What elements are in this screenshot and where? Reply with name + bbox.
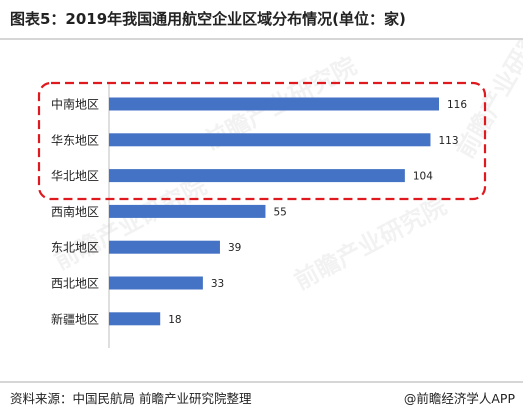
data-label: 116 [447,99,467,111]
category-label: 中南地区 [51,97,99,112]
bar [109,240,220,254]
bar [109,276,203,290]
data-label: 104 [413,171,433,183]
category-label: 华北地区 [51,169,99,183]
bar [109,312,161,326]
watermark-text: 前瞻产业研究院 [290,192,451,296]
data-label: 39 [228,242,241,254]
top-divider [0,38,523,40]
data-label: 55 [273,206,286,218]
bottom-divider [0,381,523,383]
highlight-box [37,81,487,201]
data-label: 18 [168,314,181,326]
category-label: 东北地区 [51,241,99,255]
bar [109,133,431,147]
chart-title: 图表5：2019年我国通用航空企业区域分布情况(单位：家) [10,10,406,28]
category-label: 西北地区 [51,277,99,291]
bar [109,169,405,183]
bar [109,204,266,218]
category-label: 华东地区 [51,133,99,147]
data-label: 33 [211,278,224,290]
brand-credit: @前瞻经济学人APP [403,391,515,406]
source-note: 资料来源：中国民航局 前瞻产业研究院整理 [10,391,252,406]
category-label: 西南地区 [51,204,99,219]
watermark-text: 前瞻产业研究院 [50,172,211,276]
category-label: 新疆地区 [51,311,99,326]
data-label: 113 [438,135,458,147]
bar [109,97,439,111]
